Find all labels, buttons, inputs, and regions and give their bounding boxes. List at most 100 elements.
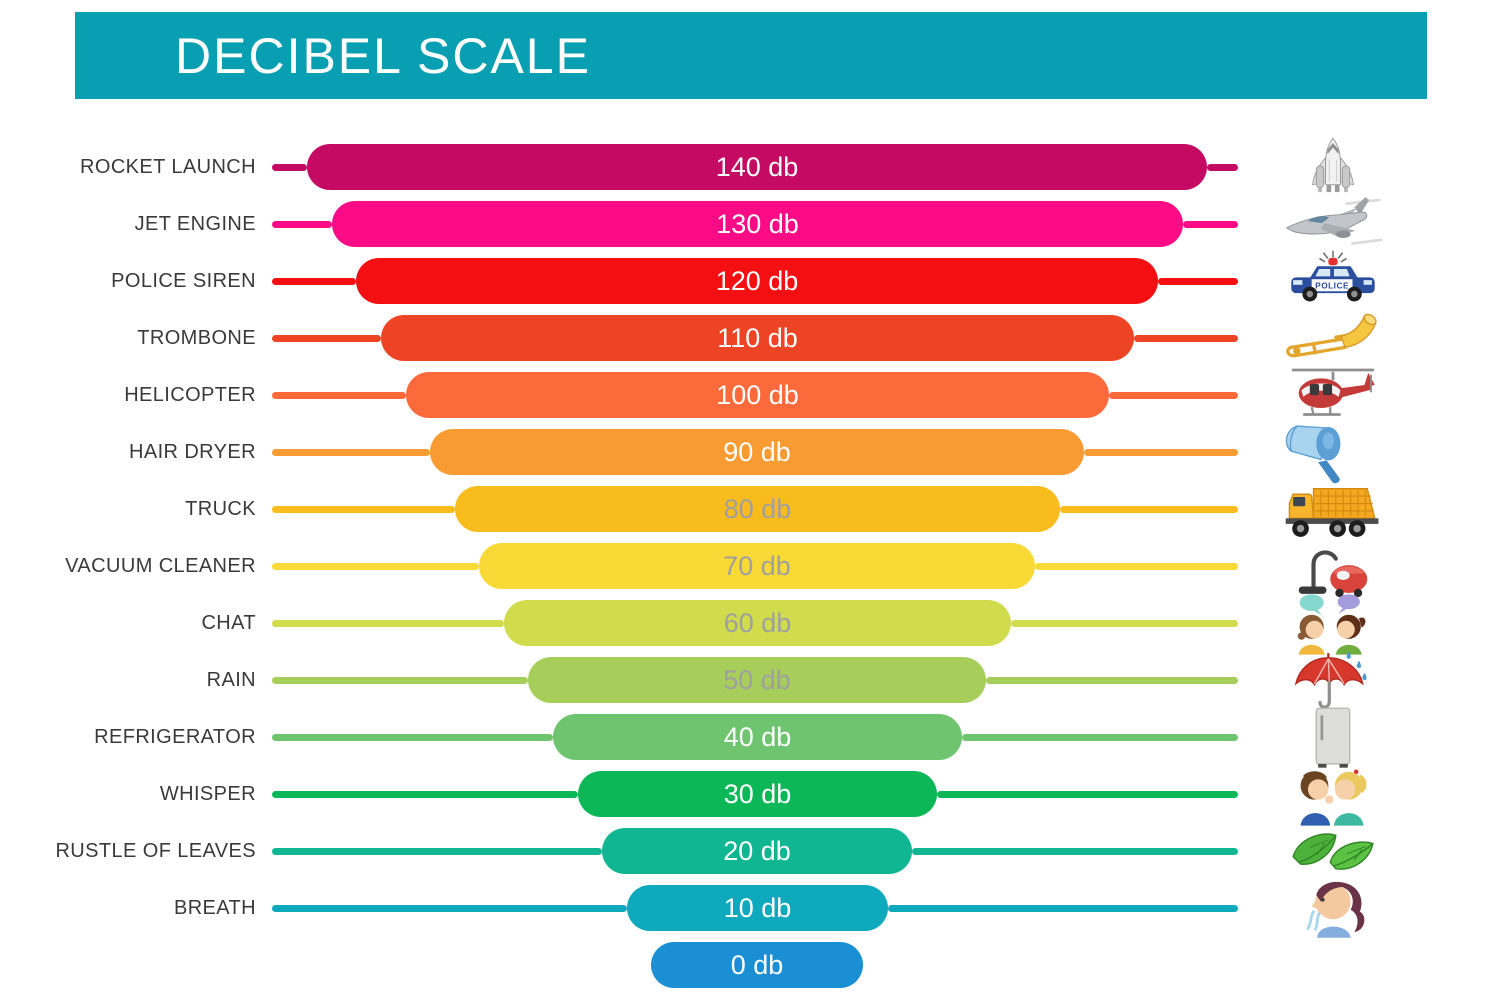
right-connector-line — [1011, 620, 1238, 627]
decibel-bar: 70 db — [479, 543, 1035, 589]
leaves-icon — [1280, 815, 1386, 889]
decibel-bar: 100 db — [406, 372, 1109, 418]
decibel-value-label: 40 db — [723, 721, 792, 752]
left-connector-line — [272, 905, 627, 912]
decibel-value-label: 60 db — [723, 607, 792, 638]
right-connector-line — [1134, 335, 1238, 342]
decibel-row: ROCKET LAUNCH 140 db — [0, 137, 1500, 196]
right-connector-line — [986, 677, 1238, 684]
decibel-value-label: 10 db — [723, 892, 792, 923]
decibel-row: TRUCK 80 db — [0, 481, 1500, 538]
refrigerator-icon — [1280, 701, 1386, 775]
helicopter-icon — [1280, 359, 1386, 433]
left-connector-line — [272, 506, 455, 513]
decibel-row: WHISPER 30 db — [0, 766, 1500, 826]
row-label: ROCKET LAUNCH — [80, 156, 256, 178]
decibel-value-label: 80 db — [723, 493, 792, 524]
decibel-row: HAIR DRYER 90 db — [0, 424, 1500, 484]
left-connector-line — [272, 335, 381, 342]
decibel-bar: 80 db — [455, 486, 1060, 532]
title-bar: DECIBEL SCALE — [75, 12, 1427, 99]
row-label: HELICOPTER — [124, 384, 256, 406]
row-label: RAIN — [206, 669, 256, 691]
dump-truck-icon — [1280, 473, 1386, 547]
right-connector-line — [1035, 563, 1238, 570]
decibel-row: BREATH 10 db — [0, 880, 1500, 938]
row-label: POLICE SIREN — [111, 270, 256, 292]
decibel-value-label: 0 db — [730, 949, 784, 980]
left-connector-line — [272, 278, 356, 285]
decibel-row: VACUUM CLEANER 70 db — [0, 538, 1500, 598]
decibel-bar: 130 db — [332, 201, 1183, 247]
decibel-value-label: 90 db — [723, 436, 791, 467]
decibel-row: HELICOPTER 100 db — [0, 367, 1500, 424]
right-connector-line — [962, 734, 1238, 741]
decibel-bar: 110 db — [381, 315, 1134, 361]
row-label: REFRIGERATOR — [94, 726, 256, 748]
decibel-value-label: 120 db — [715, 265, 799, 296]
row-label: TROMBONE — [137, 327, 256, 349]
decibel-bar: 50 db — [528, 657, 986, 703]
decibel-value-label: 50 db — [723, 664, 791, 695]
decibel-row: POLICE SIREN 120 db POLICE — [0, 250, 1500, 310]
whisper-kids-icon — [1280, 758, 1386, 832]
left-connector-line — [272, 848, 602, 855]
vacuum-cleaner-icon — [1280, 530, 1386, 604]
decibel-bar: 120 db — [356, 258, 1158, 304]
row-label: JET ENGINE — [134, 213, 256, 235]
right-connector-line — [1084, 449, 1238, 456]
page-title: DECIBEL SCALE — [175, 27, 591, 84]
decibel-value-label: 110 db — [717, 322, 798, 353]
decibel-value-label: 30 db — [723, 778, 792, 809]
decibel-bar: 60 db — [504, 600, 1011, 646]
decibel-value-label: 140 db — [715, 151, 799, 182]
left-connector-line — [272, 791, 578, 798]
row-label: VACUUM CLEANER — [65, 555, 256, 577]
left-connector-line — [272, 677, 528, 684]
row-label: TRUCK — [185, 498, 256, 520]
decibel-value-label: 70 db — [723, 550, 791, 581]
svg-text:POLICE: POLICE — [1315, 280, 1349, 290]
row-label: CHAT — [201, 612, 256, 634]
row-label: WHISPER — [159, 783, 256, 805]
decibel-bar: 20 db — [602, 828, 912, 874]
row-label: RUSTLE OF LEAVES — [55, 840, 256, 862]
decibel-row: 0 db — [0, 937, 1500, 994]
decibel-bar: 140 db — [307, 144, 1207, 190]
right-connector-line — [1109, 392, 1238, 399]
decibel-row: RAIN 50 db — [0, 651, 1500, 709]
rain-umbrella-icon — [1280, 644, 1386, 718]
breath-girl-icon — [1280, 872, 1386, 946]
decibel-bar: 30 db — [578, 771, 937, 817]
left-connector-line — [272, 392, 406, 399]
space-shuttle-icon — [1280, 131, 1386, 205]
decibel-row: JET ENGINE 130 db — [0, 196, 1500, 253]
right-connector-line — [1183, 221, 1238, 228]
decibel-bar: 0 db — [651, 942, 863, 988]
right-connector-line — [888, 905, 1238, 912]
decibel-row: TROMBONE 110 db — [0, 310, 1500, 367]
decibel-value-label: 130 db — [716, 208, 799, 239]
row-label: BREATH — [173, 897, 256, 919]
left-connector-line — [272, 620, 504, 627]
police-car-icon: POLICE — [1280, 245, 1386, 319]
chat-kids-icon — [1280, 587, 1386, 661]
right-connector-line — [912, 848, 1238, 855]
left-connector-line — [272, 734, 553, 741]
right-connector-line — [937, 791, 1238, 798]
left-connector-line — [272, 563, 479, 570]
right-connector-line — [1060, 506, 1238, 513]
decibel-row: CHAT 60 db — [0, 594, 1500, 655]
decibel-row: REFRIGERATOR 40 db — [0, 707, 1500, 768]
left-connector-line — [272, 164, 307, 171]
decibel-bar: 10 db — [627, 885, 888, 931]
decibel-value-label: 100 db — [716, 379, 799, 410]
decibel-row: RUSTLE OF LEAVES 20 db — [0, 823, 1500, 880]
left-connector-line — [272, 449, 430, 456]
trombone-icon — [1280, 302, 1386, 376]
fighter-jet-icon — [1280, 188, 1386, 262]
decibel-bar: 40 db — [553, 714, 962, 760]
left-connector-line — [272, 221, 332, 228]
